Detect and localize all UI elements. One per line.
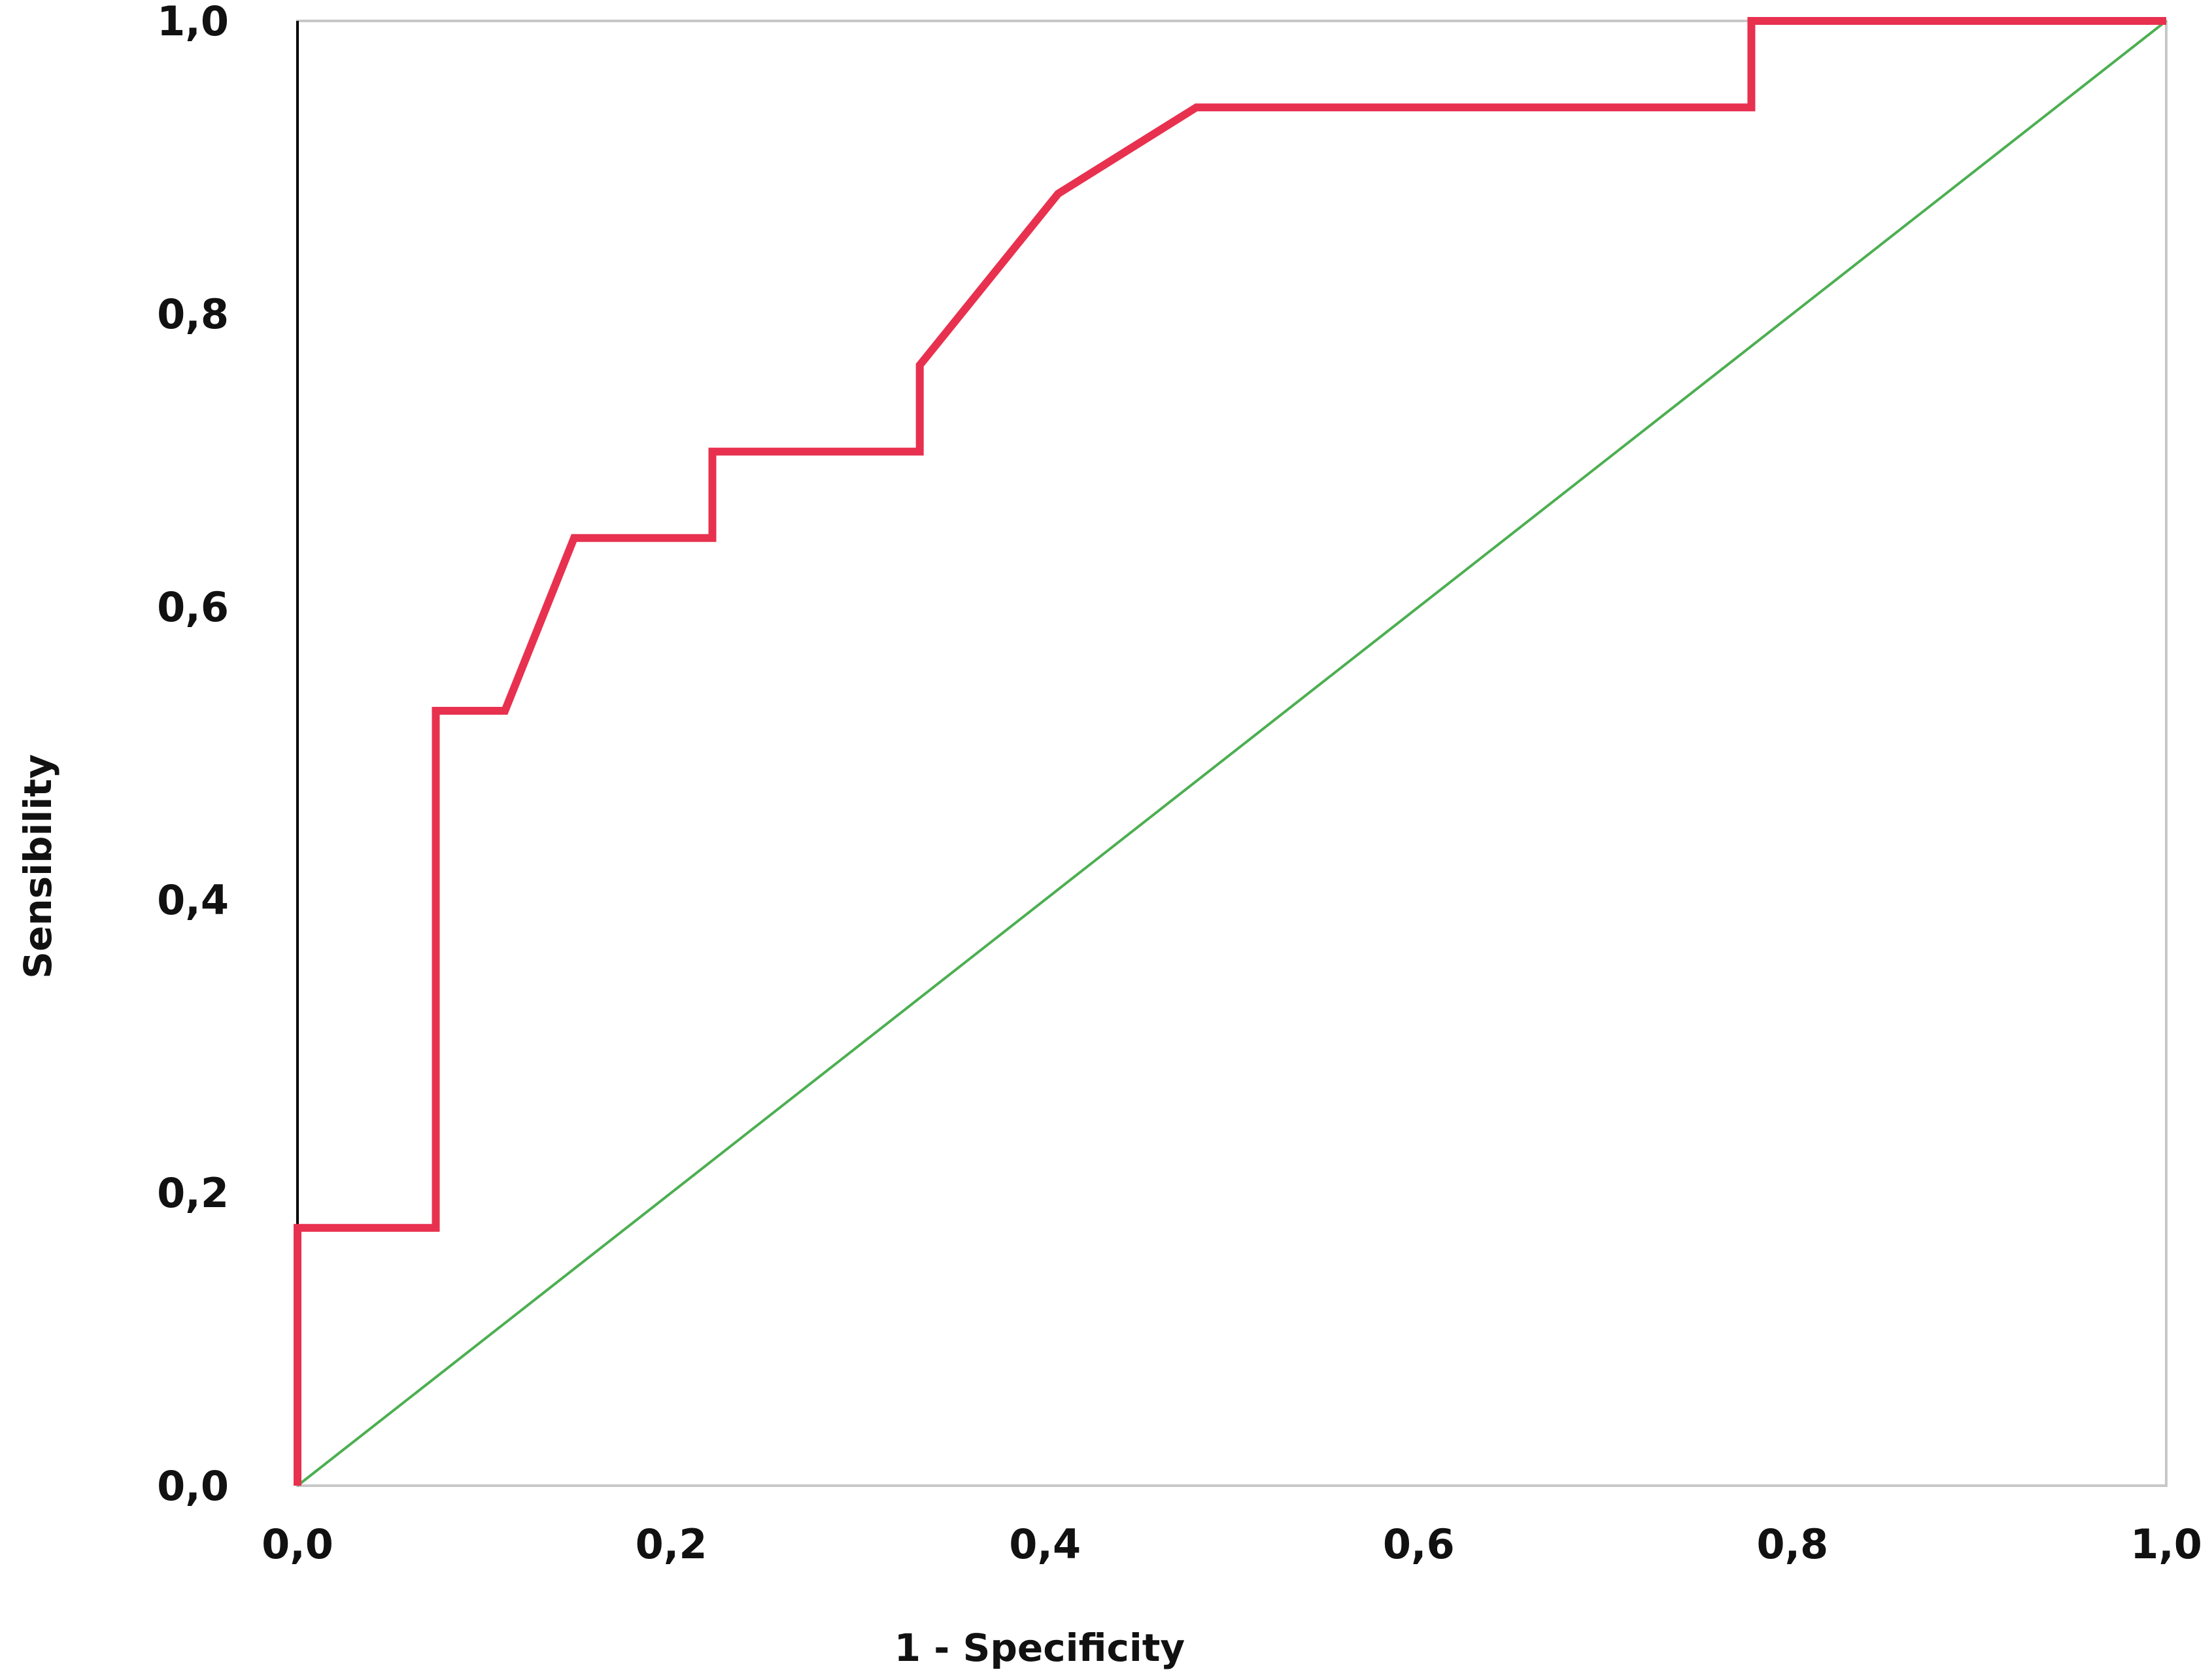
x-tick-label: 0,0 bbox=[262, 1520, 333, 1568]
x-tick-label: 0,4 bbox=[1009, 1520, 1081, 1568]
y-tick-label: 0,0 bbox=[157, 1462, 229, 1510]
y-axis-title: Sensibility bbox=[16, 754, 60, 979]
y-tick-label: 0,2 bbox=[157, 1169, 229, 1217]
roc-curve-line bbox=[294, 17, 2166, 1486]
x-tick-label: 1,0 bbox=[2130, 1520, 2202, 1568]
y-tick-label: 1,0 bbox=[157, 0, 229, 45]
series-layer bbox=[294, 17, 2168, 1487]
x-tick-labels: 0,0 0,2 0,4 0,6 0,8 1,0 bbox=[262, 1520, 2202, 1568]
y-tick-labels: 0,0 0,2 0,4 0,6 0,8 1,0 bbox=[157, 0, 229, 1510]
x-tick-label: 0,8 bbox=[1756, 1520, 1828, 1568]
reference-diagonal-line bbox=[296, 20, 2168, 1487]
x-axis-title: 1 - Specificity bbox=[894, 1626, 1185, 1670]
x-tick-label: 0,2 bbox=[636, 1520, 707, 1568]
x-tick-label: 0,6 bbox=[1383, 1520, 1455, 1568]
y-tick-label: 0,6 bbox=[157, 583, 229, 631]
y-tick-label: 0,4 bbox=[157, 876, 229, 924]
y-tick-label: 0,8 bbox=[157, 290, 229, 338]
